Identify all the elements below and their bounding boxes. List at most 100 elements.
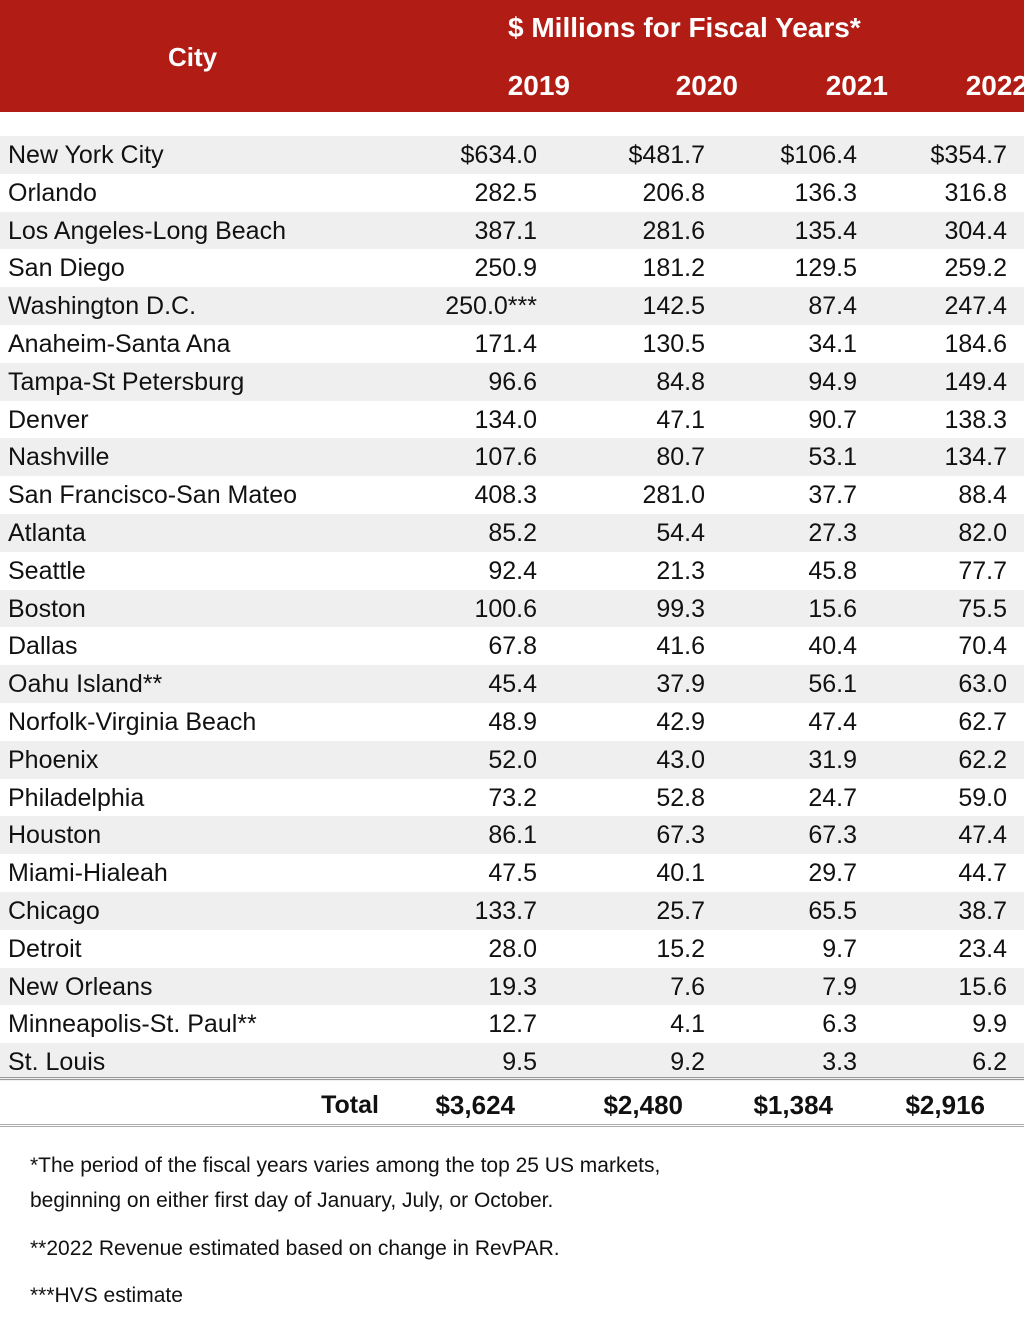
city-cell: Boston bbox=[8, 594, 86, 623]
city-cell: Seattle bbox=[8, 556, 86, 585]
value-cell: 52.0 bbox=[488, 745, 537, 774]
value-cell: 12.7 bbox=[488, 1010, 537, 1039]
total-label: Total bbox=[321, 1091, 379, 1119]
value-cell: 65.5 bbox=[808, 897, 857, 925]
value-cell: 62.2 bbox=[958, 745, 1007, 774]
value-cell: 133.7 bbox=[474, 897, 537, 925]
value-cell: 62.7 bbox=[958, 708, 1007, 736]
value-cell: 6.2 bbox=[972, 1048, 1007, 1077]
value-cell: 28.0 bbox=[488, 934, 537, 963]
value-cell: 77.7 bbox=[958, 556, 1007, 585]
value-cell: 67.3 bbox=[656, 821, 705, 850]
value-cell: 135.4 bbox=[794, 216, 857, 245]
city-cell: New Orleans bbox=[8, 972, 153, 1001]
value-cell: 25.7 bbox=[656, 897, 705, 925]
value-cell: 19.3 bbox=[488, 972, 537, 1001]
value-cell: 6.3 bbox=[822, 1010, 857, 1039]
value-cell: 129.5 bbox=[794, 254, 857, 283]
value-cell: 94.9 bbox=[808, 367, 857, 396]
value-cell: 9.5 bbox=[502, 1048, 537, 1077]
value-cell: 134.7 bbox=[944, 443, 1007, 472]
value-cell: 24.7 bbox=[808, 783, 857, 812]
value-cell: 316.8 bbox=[944, 178, 1007, 207]
total-cell: $2,916 bbox=[905, 1090, 985, 1120]
value-cell: 31.9 bbox=[808, 745, 857, 774]
value-cell: 82.0 bbox=[958, 519, 1007, 547]
table-row: Detroit 28.0 15.2 9.7 23.4 bbox=[0, 929, 1024, 968]
table-row: Anaheim-Santa Ana 171.4 130.5 34.1 184.6 bbox=[0, 325, 1024, 363]
value-cell: 56.1 bbox=[808, 670, 857, 699]
footnote: beginning on either first day of January… bbox=[30, 1189, 554, 1212]
city-cell: Orlando bbox=[8, 178, 97, 207]
city-cell: Oahu Island** bbox=[8, 670, 163, 699]
value-cell: 40.1 bbox=[656, 859, 705, 888]
value-cell: 21.3 bbox=[656, 556, 705, 585]
year-header: 2022 bbox=[965, 70, 1024, 101]
city-cell: Chicago bbox=[8, 897, 100, 925]
city-cell: Anaheim-Santa Ana bbox=[8, 330, 231, 358]
total-cell: $3,624 bbox=[435, 1090, 515, 1120]
value-cell: 9.9 bbox=[972, 1010, 1007, 1039]
value-cell: 47.1 bbox=[656, 405, 705, 434]
value-cell: 250.9 bbox=[474, 254, 537, 283]
value-cell: 136.3 bbox=[794, 178, 857, 207]
value-cell: 142.5 bbox=[642, 292, 705, 321]
city-cell: Dallas bbox=[8, 632, 78, 661]
city-cell: San Diego bbox=[8, 254, 125, 283]
value-cell: 90.7 bbox=[808, 405, 857, 434]
value-cell: 37.9 bbox=[656, 670, 705, 699]
table-row: Denver 134.0 47.1 90.7 138.3 bbox=[0, 400, 1024, 439]
year-header: 2021 bbox=[825, 70, 888, 101]
value-cell: 15.2 bbox=[656, 934, 705, 963]
table-row: Atlanta 85.2 54.4 27.3 82.0 bbox=[0, 514, 1024, 552]
table-row: Orlando 282.5 206.8 136.3 316.8 bbox=[0, 173, 1024, 212]
value-cell: 15.6 bbox=[958, 972, 1007, 1001]
value-cell: 281.0 bbox=[642, 481, 705, 510]
table-row: Philadelphia 73.2 52.8 24.7 59.0 bbox=[0, 778, 1024, 817]
city-cell: Norfolk-Virginia Beach bbox=[8, 708, 257, 736]
value-cell: 86.1 bbox=[488, 821, 537, 850]
value-cell: 408.3 bbox=[474, 481, 537, 510]
value-cell: 138.3 bbox=[944, 405, 1007, 434]
table-row: Phoenix 52.0 43.0 31.9 62.2 bbox=[0, 740, 1024, 779]
value-cell: 47.5 bbox=[488, 859, 537, 888]
table-row: San Francisco-San Mateo 408.3 281.0 37.7 88.… bbox=[0, 476, 1024, 515]
value-cell: 250.0*** bbox=[445, 292, 537, 321]
value-cell: 38.7 bbox=[958, 897, 1007, 925]
value-cell: $354.7 bbox=[930, 141, 1007, 169]
value-cell: 59.0 bbox=[958, 783, 1007, 812]
value-cell: $481.7 bbox=[628, 141, 705, 169]
city-cell: Minneapolis-St. Paul** bbox=[8, 1010, 257, 1039]
total-rule bbox=[0, 1077, 1024, 1080]
value-cell: 7.6 bbox=[670, 972, 705, 1001]
city-cell: Los Angeles-Long Beach bbox=[8, 216, 286, 245]
city-cell: Phoenix bbox=[8, 745, 99, 774]
city-cell: Nashville bbox=[8, 443, 110, 472]
value-cell: 47.4 bbox=[808, 708, 857, 736]
table-row: Minneapolis-St. Paul** 12.7 4.1 6.3 9.9 bbox=[0, 1005, 1024, 1044]
value-cell: 52.8 bbox=[656, 783, 705, 812]
table-row: Houston 86.1 67.3 67.3 47.4 bbox=[0, 816, 1024, 855]
city-cell: Detroit bbox=[8, 934, 82, 963]
value-cell: 88.4 bbox=[958, 481, 1007, 510]
city-cell: Washington D.C. bbox=[8, 292, 197, 321]
footnote: *The period of the fiscal years varies a… bbox=[30, 1154, 661, 1177]
value-cell: 281.6 bbox=[642, 216, 705, 245]
value-cell: 43.0 bbox=[656, 745, 705, 774]
table-row: Tampa-St Petersburg 96.6 84.8 94.9 149.4 bbox=[0, 362, 1024, 401]
value-cell: 47.4 bbox=[958, 821, 1007, 850]
value-cell: $106.4 bbox=[780, 141, 857, 169]
value-cell: 75.5 bbox=[958, 594, 1007, 623]
value-cell: 44.7 bbox=[958, 859, 1007, 888]
value-cell: 96.6 bbox=[488, 367, 537, 396]
value-cell: 42.9 bbox=[656, 708, 705, 736]
value-cell: 387.1 bbox=[474, 216, 537, 245]
value-cell: 134.0 bbox=[474, 405, 537, 434]
table-row: New Orleans 19.3 7.6 7.9 15.6 bbox=[0, 967, 1024, 1006]
value-cell: 73.2 bbox=[488, 783, 537, 812]
value-cell: 67.3 bbox=[808, 821, 857, 850]
table-row: Chicago 133.7 25.7 65.5 38.7 bbox=[0, 892, 1024, 930]
city-cell: Atlanta bbox=[8, 519, 86, 547]
year-header: 2020 bbox=[675, 70, 738, 101]
